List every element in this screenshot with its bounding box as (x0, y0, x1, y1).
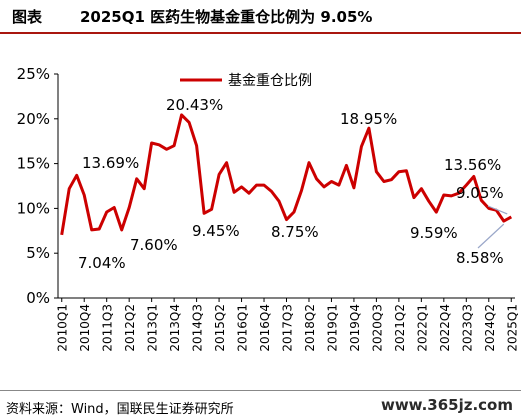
line-chart: 0% 5% 10% 15% 20% 25% 2010Q1 2010Q4 2011Q3 2012Q2… (17, 65, 520, 352)
data-label: 13.69% (82, 154, 139, 172)
watermark: www.365jz.com (380, 396, 513, 414)
x-tick-label: 2018Q2 (303, 304, 317, 352)
x-tick-label: 2019Q4 (348, 304, 362, 352)
x-tick-label: 2011Q3 (101, 304, 115, 352)
x-tick-label: 2023Q3 (460, 304, 474, 352)
x-tick-label: 2010Q1 (56, 304, 70, 352)
y-tick-label: 5% (26, 244, 50, 262)
data-labels: 13.69% 7.04%7.60% 20.43% 9.45% 8.75% 18.95% 9.… (78, 96, 508, 272)
legend: 基金重仓比例 (180, 72, 312, 89)
chart-marks (60, 113, 513, 236)
x-tick-label: 2010Q4 (78, 304, 92, 352)
header-rule (0, 32, 521, 34)
data-label: 7.60% (130, 236, 178, 254)
data-label: 9.59% (410, 224, 458, 242)
data-label: 9.05% (456, 184, 504, 202)
x-tick-label: 2022Q1 (415, 304, 429, 352)
x-tick-label: 2020Q3 (370, 304, 384, 352)
data-label: 7.04% (78, 254, 126, 272)
x-tick-label: 2014Q3 (191, 304, 205, 352)
source-note: 资料来源：Wind，国联民生证券研究所 (6, 402, 234, 417)
figure-label: 图表 (12, 8, 43, 26)
callout-line (477, 223, 505, 249)
y-tick-label: 25% (17, 65, 50, 83)
data-label: 8.58% (456, 249, 504, 267)
y-tick-label: 20% (17, 110, 50, 128)
data-label: 20.43% (166, 96, 223, 114)
footer-rule (0, 390, 521, 391)
y-tick-label: 0% (26, 289, 50, 307)
x-tick-label: 2022Q4 (438, 304, 452, 352)
x-tick-label: 2015Q2 (213, 304, 227, 352)
y-tick-label: 10% (17, 199, 50, 217)
data-label: 8.75% (271, 223, 319, 241)
x-tick-label: 2016Q1 (236, 304, 250, 352)
series-line (60, 113, 513, 236)
callout-line (487, 205, 508, 215)
x-tick-label: 2021Q2 (393, 304, 407, 352)
data-label: 9.45% (192, 222, 240, 240)
x-tick-label: 2013Q1 (146, 304, 160, 352)
y-tick-label: 15% (17, 155, 50, 173)
x-tick-label: 2017Q3 (281, 304, 295, 352)
x-tick-label: 2025Q1 (505, 304, 519, 352)
chart-header: 图表 2025Q1 医药生物基金重仓比例为 9.05% (0, 0, 521, 36)
x-tick-label: 2024Q2 (483, 304, 497, 352)
chart-title: 2025Q1 医药生物基金重仓比例为 9.05% (80, 8, 373, 26)
axes: 0% 5% 10% 15% 20% 25% 2010Q1 2010Q4 2011Q3 2012Q2… (17, 65, 520, 352)
data-label: 18.95% (340, 110, 397, 128)
x-tick-label: 2019Q1 (325, 304, 339, 352)
x-tick-label: 2016Q4 (258, 304, 272, 352)
x-tick-label: 2013Q4 (168, 304, 182, 352)
x-tick-label: 2012Q2 (123, 304, 137, 352)
legend-label: 基金重仓比例 (228, 72, 312, 89)
data-label: 13.56% (444, 156, 501, 174)
chart-footer: 资料来源：Wind，国联民生证券研究所 www.365jz.com (0, 384, 521, 420)
